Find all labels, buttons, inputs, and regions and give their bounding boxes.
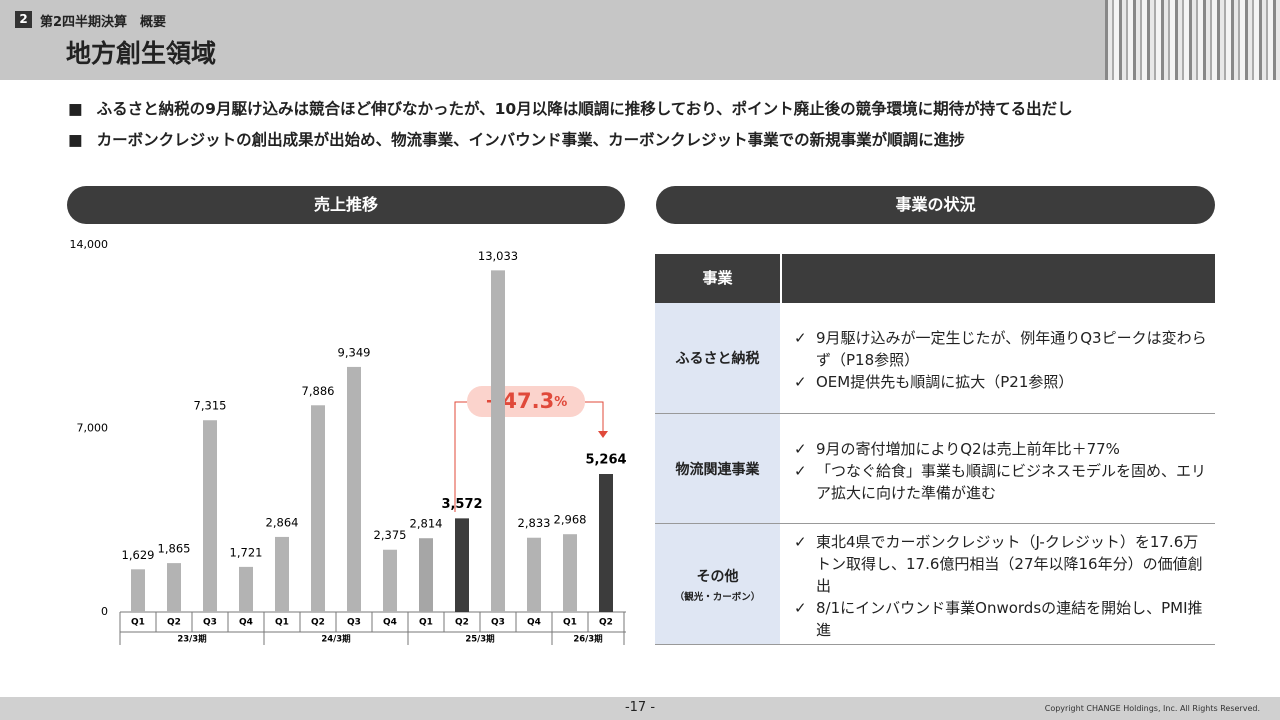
- row-name-text: 物流関連事業: [675, 461, 760, 478]
- value-label: 7,886: [302, 384, 335, 398]
- row-name-text: その他: [696, 568, 739, 585]
- value-label: 2,814: [410, 517, 443, 531]
- x-tick-label: Q1: [419, 618, 433, 628]
- table-header: 事業: [655, 254, 1215, 303]
- table-row: 物流関連事業 9月の寄付増加によりQ2は売上前年比＋77%「つなぐ給食」事業も順…: [655, 414, 1215, 524]
- row-item: 8/1にインバウンド事業Onwordsの連結を開始し、PMI推進: [794, 597, 1207, 641]
- table-row: ふるさと納税 9月駆け込みが一定生じたが、例年通りQ3ピークは変わらず（P18参…: [655, 303, 1215, 414]
- row-item: 「つなぐ給食」事業も順調にビジネスモデルを固め、エリア拡大に向けた準備が進む: [794, 460, 1207, 504]
- bar: [347, 366, 361, 612]
- y-tick-label: 7,000: [77, 422, 109, 435]
- value-label: 1,721: [230, 545, 263, 559]
- y-tick-label: 0: [101, 605, 108, 618]
- bullet: カーボンクレジットの創出成果が出始め、物流事業、インバウンド事業、カーボンクレジ…: [68, 128, 965, 150]
- page-title: 地方創生領域: [66, 39, 217, 68]
- x-tick-label: Q2: [455, 618, 469, 628]
- row-items: 東北4県でカーボンクレジット（J-クレジット）を17.6万トン取得し、17.6億…: [780, 524, 1215, 644]
- header-cell: 事業: [655, 254, 782, 303]
- annotation-arrowhead: [598, 431, 608, 438]
- status-table: 事業 ふるさと納税 9月駆け込みが一定生じたが、例年通りQ3ピークは変わらず（P…: [655, 254, 1215, 645]
- bar: [491, 270, 505, 612]
- table-row: その他 （観光・カーボン） 東北4県でカーボンクレジット（J-クレジット）を17.…: [655, 524, 1215, 645]
- group-label: 24/3期: [321, 634, 351, 645]
- value-label: 2,375: [374, 528, 407, 542]
- row-item: 9月駆け込みが一定生じたが、例年通りQ3ピークは変わらず（P18参照）: [794, 327, 1207, 371]
- value-label: 1,629: [122, 548, 155, 562]
- page-number: -17 -: [624, 700, 656, 715]
- value-label: 13,033: [478, 249, 518, 263]
- row-items: 9月駆け込みが一定生じたが、例年通りQ3ピークは変わらず（P18参照）OEM提供…: [780, 303, 1215, 413]
- bar: [419, 538, 433, 612]
- y-tick-label: 14,000: [70, 238, 109, 251]
- x-tick-label: Q1: [131, 618, 145, 628]
- section-subtitle: 第2四半期決算 概要: [40, 15, 167, 30]
- bar: [131, 569, 145, 612]
- value-label: 2,833: [518, 516, 551, 530]
- bar: [563, 534, 577, 612]
- bar: [455, 518, 469, 612]
- bar: [527, 537, 541, 612]
- bar: [203, 420, 217, 612]
- bar: [311, 405, 325, 612]
- row-item: 東北4県でカーボンクレジット（J-クレジット）を17.6万トン取得し、17.6億…: [794, 531, 1207, 597]
- annotation-unit: %: [554, 395, 567, 410]
- section-heading: 事業の状況: [656, 186, 1215, 224]
- x-tick-label: Q2: [311, 618, 325, 628]
- copyright: Copyright CHANGE Holdings, Inc. All Righ…: [1044, 704, 1260, 713]
- x-tick-label: Q3: [491, 618, 505, 628]
- row-name-text: ふるさと納税: [675, 351, 760, 367]
- row-name: その他 （観光・カーボン）: [655, 524, 780, 644]
- value-label: 3,572: [441, 497, 482, 512]
- group-label: 25/3期: [465, 634, 495, 645]
- x-tick-label: Q2: [599, 618, 613, 628]
- row-name: 物流関連事業: [655, 414, 780, 523]
- section-number: 2: [15, 11, 32, 28]
- group-label: 23/3期: [177, 634, 207, 645]
- x-tick-label: Q4: [527, 618, 541, 628]
- annotation-arrow: [454, 401, 467, 512]
- value-label: 5,264: [585, 453, 626, 468]
- section-heading: 売上推移: [67, 186, 625, 224]
- x-tick-label: Q4: [383, 618, 397, 628]
- bar: [599, 474, 613, 612]
- header-stripes: [1105, 0, 1280, 80]
- bullet: ふるさと納税の9月駆け込みは競合ほど伸びなかったが、10月以降は順調に推移してお…: [68, 97, 1073, 119]
- x-tick-label: Q3: [347, 618, 361, 628]
- row-item: 9月の寄付増加によりQ2は売上前年比＋77%: [794, 438, 1207, 460]
- value-label: 7,315: [194, 399, 227, 413]
- footer-band: [0, 697, 1280, 720]
- value-label: 9,349: [338, 345, 371, 359]
- x-tick-label: Q4: [239, 618, 253, 628]
- annotation-arrow: [585, 401, 604, 432]
- bar: [239, 566, 253, 612]
- x-tick-label: Q3: [203, 618, 217, 628]
- bar: [383, 549, 397, 612]
- x-tick-label: Q1: [275, 618, 289, 628]
- group-label: 26/3期: [573, 634, 603, 645]
- x-tick-label: Q2: [167, 618, 181, 628]
- bar: [275, 536, 289, 612]
- header-band: [0, 0, 1280, 80]
- value-label: 2,864: [266, 515, 299, 529]
- value-label: 1,865: [158, 542, 191, 556]
- row-name: ふるさと納税: [655, 303, 780, 413]
- row-item: OEM提供先も順調に拡大（P21参照）: [794, 371, 1207, 393]
- value-label: 2,968: [554, 513, 587, 527]
- row-items: 9月の寄付増加によりQ2は売上前年比＋77%「つなぐ給食」事業も順調にビジネスモ…: [780, 414, 1215, 523]
- x-tick-label: Q1: [563, 618, 577, 628]
- row-name-sub: （観光・カーボン）: [674, 591, 761, 603]
- bar: [167, 563, 181, 612]
- chart: +47.3% 07,00014,000Q11,629Q21,865Q37,315…: [70, 238, 627, 645]
